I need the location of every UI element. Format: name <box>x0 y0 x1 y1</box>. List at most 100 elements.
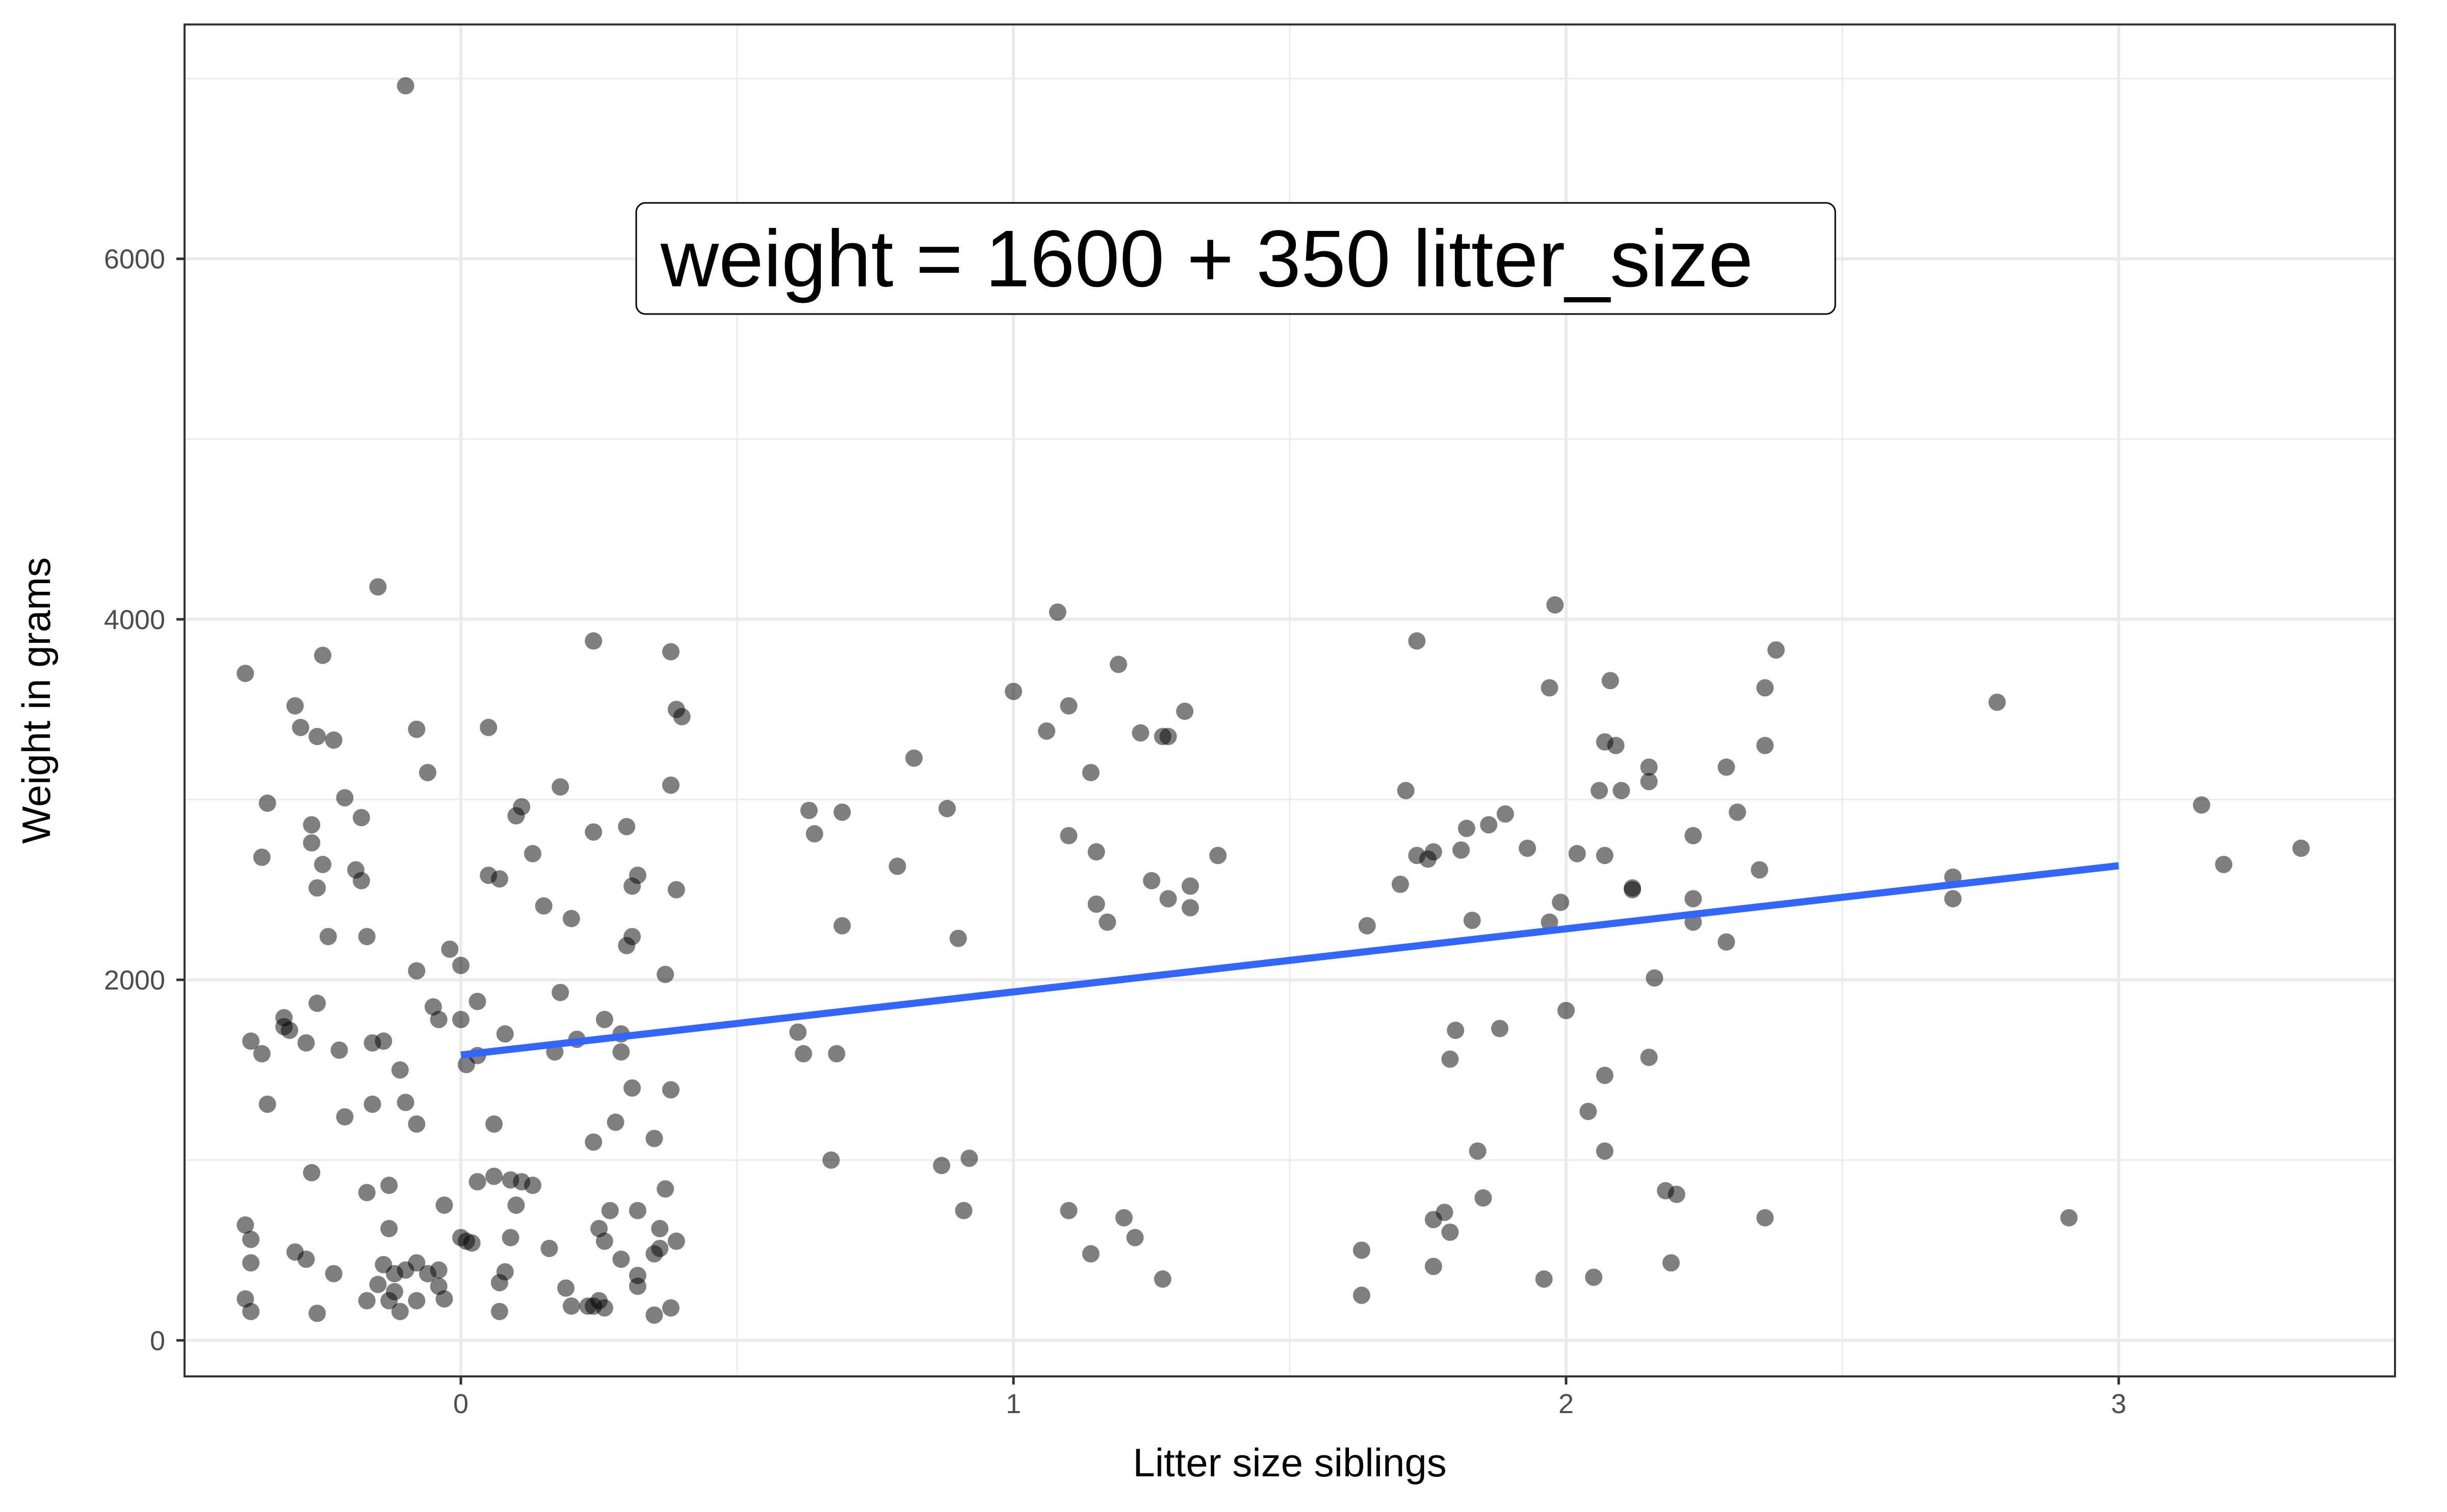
data-point <box>1132 724 1150 742</box>
data-point <box>1159 890 1177 907</box>
data-point <box>1684 827 1702 845</box>
data-point <box>949 929 967 947</box>
data-point <box>1457 820 1475 838</box>
data-point <box>562 1297 580 1315</box>
data-point <box>280 1022 298 1039</box>
data-point <box>1038 722 1056 740</box>
data-point <box>1087 843 1105 861</box>
data-point <box>828 1045 846 1063</box>
data-point <box>1756 679 1774 697</box>
data-point <box>1176 702 1194 720</box>
data-point <box>490 1274 508 1292</box>
data-point <box>1646 969 1663 987</box>
data-point <box>1115 1209 1133 1227</box>
regression-line <box>460 862 2119 1059</box>
data-point <box>1143 872 1160 890</box>
data-point <box>468 993 486 1010</box>
data-point <box>579 1297 597 1315</box>
data-point <box>1541 679 1558 697</box>
data-point <box>833 917 851 934</box>
y-tick-label: 6000 <box>104 244 165 275</box>
data-point <box>397 77 414 95</box>
data-point <box>336 789 354 806</box>
data-point <box>330 1041 348 1059</box>
data-point <box>308 1305 326 1322</box>
panel-border <box>184 23 2396 1377</box>
x-tick-label: 2 <box>1558 1389 1574 1419</box>
data-point <box>308 879 326 897</box>
data-point <box>1049 603 1066 621</box>
x-tick-label: 0 <box>453 1389 468 1419</box>
data-point <box>1424 1258 1442 1275</box>
data-point <box>237 1290 254 1308</box>
annotation-box <box>635 202 1836 315</box>
data-point <box>1751 861 1768 879</box>
data-point <box>441 940 459 958</box>
data-point <box>795 1045 813 1063</box>
data-point <box>1519 839 1537 857</box>
data-point <box>607 1113 624 1131</box>
data-point <box>1358 917 1376 934</box>
data-point <box>314 646 331 664</box>
data-point <box>1552 894 1570 911</box>
data-point <box>1579 1103 1597 1120</box>
data-point <box>391 1061 409 1079</box>
data-point <box>1452 841 1470 859</box>
data-point <box>513 798 531 816</box>
data-point <box>408 1254 426 1272</box>
data-point <box>1209 847 1227 865</box>
data-point <box>303 816 321 833</box>
data-point <box>662 1299 680 1317</box>
data-point <box>1568 845 1586 863</box>
data-point <box>1717 758 1735 776</box>
data-point <box>1436 1204 1453 1221</box>
data-point <box>1060 697 1078 715</box>
data-point <box>2193 796 2210 814</box>
data-point <box>1496 805 1514 823</box>
data-point <box>1640 758 1658 776</box>
data-point <box>430 1261 448 1279</box>
data-point <box>1126 1229 1144 1246</box>
data-point <box>1541 913 1558 931</box>
data-point <box>1082 764 1100 781</box>
data-point <box>1668 1185 1685 1203</box>
data-point <box>629 1202 646 1219</box>
data-point <box>502 1229 519 1246</box>
data-point <box>363 1096 381 1113</box>
y-tick-label: 2000 <box>104 965 165 996</box>
data-point <box>629 866 646 884</box>
data-point <box>524 1177 541 1194</box>
data-point <box>595 1299 613 1317</box>
data-point <box>352 872 370 890</box>
data-point <box>1944 890 1962 907</box>
data-point <box>358 928 376 946</box>
data-point <box>286 697 304 715</box>
data-point <box>336 1108 354 1126</box>
y-axis: 0 2000 4000 6000 <box>104 244 185 1356</box>
data-point <box>1109 656 1127 673</box>
data-point <box>2215 855 2232 873</box>
y-axis-title: Weight in grams <box>14 557 59 844</box>
data-point <box>1640 1049 1658 1066</box>
data-point <box>1099 913 1116 931</box>
data-point <box>585 632 603 650</box>
data-point <box>1640 773 1658 791</box>
data-point <box>585 1133 603 1151</box>
data-point <box>1756 737 1774 754</box>
data-point <box>1159 727 1177 745</box>
y-tick-label: 0 <box>150 1325 165 1356</box>
data-point <box>408 1115 426 1133</box>
data-point <box>1767 641 1785 659</box>
data-point <box>623 1079 641 1097</box>
data-point <box>822 1151 840 1169</box>
data-point <box>507 1196 525 1214</box>
data-point <box>435 1290 453 1308</box>
data-points <box>237 77 2310 1324</box>
data-point <box>457 1232 475 1250</box>
data-point <box>1535 1270 1553 1288</box>
x-tick-label: 3 <box>2111 1389 2126 1419</box>
data-point <box>408 962 426 980</box>
data-point <box>297 1250 315 1268</box>
data-point <box>585 823 603 841</box>
